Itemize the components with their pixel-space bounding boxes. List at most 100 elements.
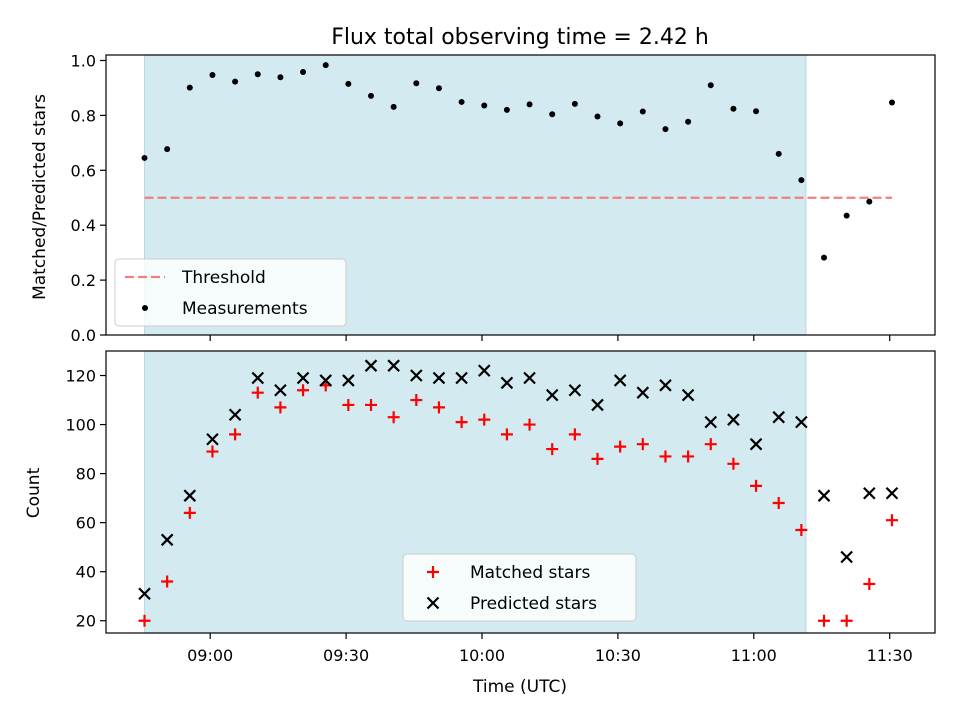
measurement-point (232, 78, 239, 85)
y-tick-label: 1.0 (71, 51, 96, 70)
measurement-point (368, 92, 375, 99)
measurement-point (753, 108, 760, 115)
measurement-point (458, 98, 465, 105)
measurement-point (866, 198, 873, 205)
measurement-point (300, 69, 307, 76)
predicted-stars-point (319, 374, 332, 387)
legend-entry-label: Measurements (182, 299, 308, 319)
measurement-point (843, 212, 850, 219)
axes-frame (105, 350, 936, 634)
measurement-point (888, 99, 895, 106)
measurement-point (571, 100, 578, 107)
predicted-stars-point (681, 388, 695, 402)
matched-stars-point (885, 514, 898, 527)
matched-stars-point (546, 443, 559, 456)
matched-stars-point (251, 386, 264, 399)
y-tick-label: 0.0 (71, 326, 96, 345)
predicted-stars-point (613, 374, 627, 387)
bottom-panel: 20 40 60 80 100 120 09:00 09:30 10:00 10:30 11:00 1… (65, 350, 936, 665)
measurement-point (141, 154, 148, 161)
matched-stars-point (636, 438, 649, 451)
matched-stars-point (863, 577, 876, 590)
measurement-point (662, 126, 669, 133)
predicted-stars-point (727, 413, 740, 426)
legend-entry-label: Predicted stars (470, 594, 597, 614)
predicted-stars-point (228, 408, 242, 422)
predicted-stars-point (364, 359, 378, 372)
measurement-point (775, 150, 782, 157)
predicted-stars-point (500, 376, 514, 390)
measurement-point (345, 80, 352, 87)
y-tick-label: 100 (65, 416, 96, 435)
x-tick-label: 09:00 (187, 646, 233, 665)
x-axis-label: Time (UTC) (472, 677, 567, 697)
bottom-legend: Matched stars Predicted stars (402, 553, 637, 622)
matched-stars-point (500, 428, 513, 441)
measurement-point (617, 120, 624, 127)
measurement-point (322, 62, 329, 69)
measurement-point (798, 177, 805, 184)
x-tick-label: 10:00 (459, 646, 505, 665)
predicted-stars-point (274, 383, 287, 397)
predicted-stars-point (206, 433, 219, 446)
predicted-stars-point (410, 369, 423, 382)
y-tick-label: 20 (76, 612, 96, 631)
matched-stars-point (342, 398, 355, 411)
x-tick-label: 11:30 (867, 646, 913, 665)
matched-stars-point (206, 445, 219, 458)
matched-stars-point (365, 398, 378, 411)
measurement-point (707, 82, 714, 89)
measurement-point (639, 108, 646, 115)
matched-stars-point (455, 416, 468, 429)
matched-stars-point (818, 614, 831, 627)
y-tick-label: 120 (65, 367, 96, 386)
legend-matched-swatch (427, 566, 439, 578)
measurement-point (594, 113, 601, 120)
y-tick-label: 0.4 (71, 216, 96, 235)
x-tick-label: 09:30 (323, 646, 369, 665)
y-tick-label: 40 (76, 563, 96, 582)
y-tick-label: 0.6 (71, 161, 96, 180)
x-tick-label: 11:00 (731, 646, 777, 665)
matched-stars-point (387, 411, 400, 424)
measurement-point (164, 146, 171, 153)
measurement-point (685, 118, 692, 125)
matched-stars-point (297, 384, 310, 397)
legend-box (402, 553, 637, 622)
matched-stars-point (727, 457, 740, 470)
measurement-point (435, 85, 442, 92)
predicted-stars-point (545, 388, 559, 402)
predicted-stars-point (477, 364, 491, 377)
chart-title: Flux total observing time = 2.42 h (331, 25, 709, 50)
measurement-point (503, 106, 510, 113)
y-tick-label: 80 (76, 465, 96, 484)
measurement-point (413, 80, 420, 87)
predicted-stars-point (432, 371, 446, 385)
predicted-stars-point (817, 489, 831, 502)
legend-entry-label: Matched stars (470, 563, 590, 583)
matched-stars-point (274, 401, 287, 414)
measurement-point (186, 84, 193, 91)
matched-stars-point (183, 506, 196, 519)
bottom-y-axis-label: Count (24, 467, 44, 518)
predicted-stars-point (138, 587, 151, 601)
predicted-stars-point (840, 550, 853, 564)
predicted-stars-point (296, 371, 310, 385)
matched-stars-point (750, 479, 763, 492)
measurement-point (481, 102, 488, 109)
matched-stars-point (229, 428, 242, 441)
predicted-stars-point (251, 371, 265, 385)
matched-stars-point (478, 413, 491, 426)
matched-stars-point (523, 418, 536, 431)
measurement-point (390, 103, 397, 110)
measurement-point (526, 101, 533, 108)
predicted-stars-point (568, 383, 582, 397)
predicted-stars-point (704, 415, 718, 429)
legend-entry-label: Threshold (181, 268, 266, 288)
y-tick-label: 0.8 (71, 106, 96, 125)
matched-stars-point (682, 450, 695, 463)
predicted-stars-point (183, 489, 197, 502)
matched-stars-point (772, 497, 785, 510)
x-tick-label: 10:30 (595, 646, 641, 665)
